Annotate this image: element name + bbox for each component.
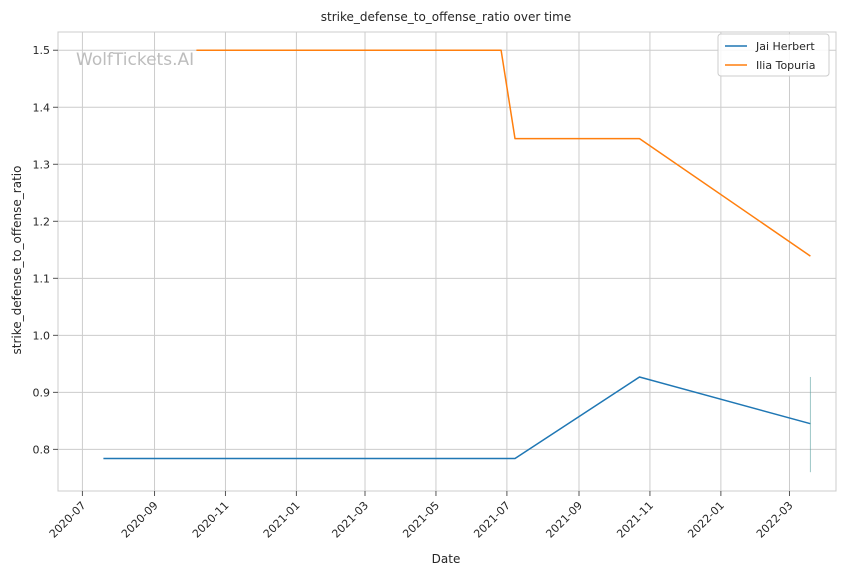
y-axis: 0.8 0.9 1.0 1.1 1.2 1.3 1.4 1.5 [33,44,58,456]
y-tick-label: 1.0 [33,329,51,342]
legend-label: Jai Herbert [755,40,815,53]
y-tick-label: 1.4 [33,101,51,114]
series-lines [103,49,811,460]
y-tick-label: 0.8 [33,443,51,456]
legend-label: Ilia Topuria [756,59,815,72]
y-tick-label: 1.5 [33,44,51,57]
x-axis-label: Date [432,552,461,566]
y-tick-label: 1.2 [33,215,51,228]
y-tick-label: 0.9 [33,386,51,399]
legend: Jai Herbert Ilia Topuria [717,33,830,77]
y-axis-label: strike_defense_to_offense_ratio [10,166,24,355]
series-line-jai-herbert [103,376,811,460]
gridlines [58,32,836,491]
y-tick-label: 1.1 [33,272,51,285]
chart-title: strike_defense_to_offense_ratio over tim… [321,10,571,24]
watermark: WolfTickets.AI [76,50,194,70]
plot-area [57,31,837,492]
series-line-ilia-topuria [196,49,811,257]
y-tick-label: 1.3 [33,158,51,171]
